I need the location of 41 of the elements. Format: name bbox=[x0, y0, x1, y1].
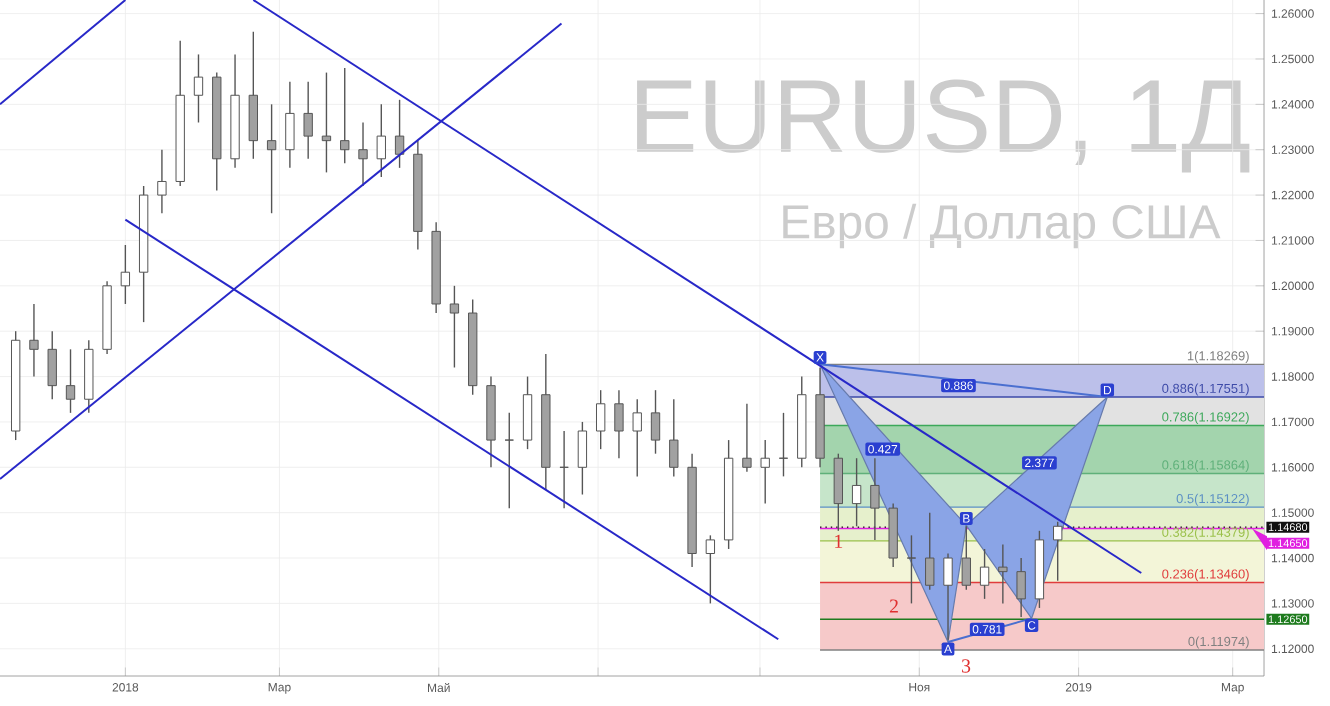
candlestick bbox=[870, 457, 880, 541]
candlestick bbox=[742, 403, 752, 473]
candlestick bbox=[979, 548, 990, 600]
candlestick bbox=[943, 552, 953, 641]
candlestick bbox=[285, 80, 295, 169]
candlestick bbox=[522, 375, 533, 450]
candlestick bbox=[248, 31, 259, 160]
candlestick bbox=[705, 534, 716, 605]
candlestick bbox=[29, 303, 39, 378]
candlestick bbox=[760, 439, 770, 505]
candlestick bbox=[504, 412, 514, 509]
candlestick bbox=[632, 398, 642, 478]
candlestick bbox=[340, 67, 350, 165]
candlestick bbox=[65, 348, 76, 414]
candlestick bbox=[193, 53, 204, 124]
candlestick bbox=[449, 285, 460, 369]
candlestick bbox=[961, 525, 971, 591]
candlestick bbox=[998, 543, 1008, 605]
candlestick bbox=[47, 330, 57, 400]
candlestick bbox=[595, 389, 606, 450]
candlestick bbox=[376, 103, 386, 178]
candlestick bbox=[614, 389, 624, 459]
candlestick bbox=[577, 421, 588, 496]
candlestick bbox=[321, 71, 332, 174]
candlestick bbox=[303, 80, 313, 160]
candlestick bbox=[650, 389, 661, 455]
candlestick bbox=[833, 452, 844, 532]
candlestick bbox=[1053, 521, 1063, 582]
annotation: 2 bbox=[889, 599, 898, 613]
candlestick bbox=[669, 398, 679, 478]
candlestick bbox=[851, 457, 862, 527]
candlestick bbox=[157, 149, 167, 214]
candlestick bbox=[394, 99, 405, 169]
candlestick bbox=[120, 244, 131, 305]
candlestick bbox=[358, 121, 368, 187]
candlestick bbox=[906, 534, 917, 605]
annotation: 3 bbox=[962, 659, 971, 673]
annotation: 1 bbox=[835, 534, 843, 548]
candlestick bbox=[925, 511, 935, 591]
candlestick bbox=[1016, 557, 1026, 618]
candlestick bbox=[266, 103, 277, 214]
